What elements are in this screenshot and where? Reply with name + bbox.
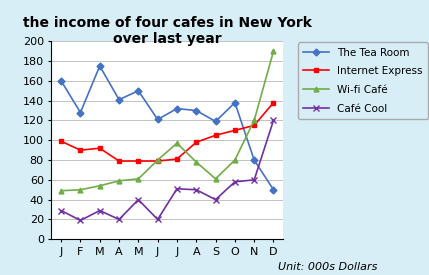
Internet Express [193,141,199,144]
Café Cool [193,188,199,191]
The Tea Room [213,120,218,123]
The Tea Room [78,111,83,114]
Café Cool [174,187,179,190]
The Tea Room [155,118,160,121]
Internet Express [58,140,63,143]
Internet Express [233,129,238,132]
The Tea Room [174,107,179,110]
Line: Café Cool: Café Cool [58,118,276,223]
Line: Wi-fi Café: Wi-fi Café [59,49,276,193]
The Tea Room [271,188,276,191]
Café Cool [251,178,257,182]
Internet Express [271,101,276,104]
Wi-fi Café [233,158,238,162]
Café Cool [213,198,218,201]
Wi-fi Café [271,50,276,53]
Internet Express [78,148,83,152]
Text: the income of four cafes in New York
over last year: the income of four cafes in New York ove… [23,15,312,46]
Internet Express [116,160,122,163]
The Tea Room [58,79,63,82]
Internet Express [97,147,102,150]
Internet Express [136,160,141,163]
Wi-fi Café [251,119,257,122]
Wi-fi Café [213,177,218,180]
Wi-fi Café [155,158,160,162]
Café Cool [271,119,276,122]
Line: Internet Express: Internet Express [59,100,276,163]
Internet Express [213,134,218,137]
Wi-fi Café [174,142,179,145]
Café Cool [78,219,83,222]
Wi-fi Café [193,160,199,164]
Legend: The Tea Room, Internet Express, Wi-fi Café, Café Cool: The Tea Room, Internet Express, Wi-fi Ca… [298,43,428,119]
Text: Unit: 000s Dollars: Unit: 000s Dollars [278,262,378,272]
Wi-fi Café [97,184,102,188]
Café Cool [58,209,63,212]
Café Cool [116,218,122,221]
Café Cool [136,198,141,201]
The Tea Room [97,64,102,68]
The Tea Room [136,89,141,92]
The Tea Room [116,98,122,101]
Wi-fi Café [116,179,122,183]
Internet Express [251,124,257,127]
The Tea Room [193,109,199,112]
Wi-fi Café [58,189,63,192]
Café Cool [97,209,102,212]
Line: The Tea Room: The Tea Room [59,64,276,192]
The Tea Room [233,101,238,104]
Café Cool [233,180,238,183]
Café Cool [155,218,160,221]
Wi-fi Café [78,188,83,191]
The Tea Room [251,158,257,162]
Internet Express [155,160,160,163]
Internet Express [174,157,179,161]
Wi-fi Café [136,177,141,180]
